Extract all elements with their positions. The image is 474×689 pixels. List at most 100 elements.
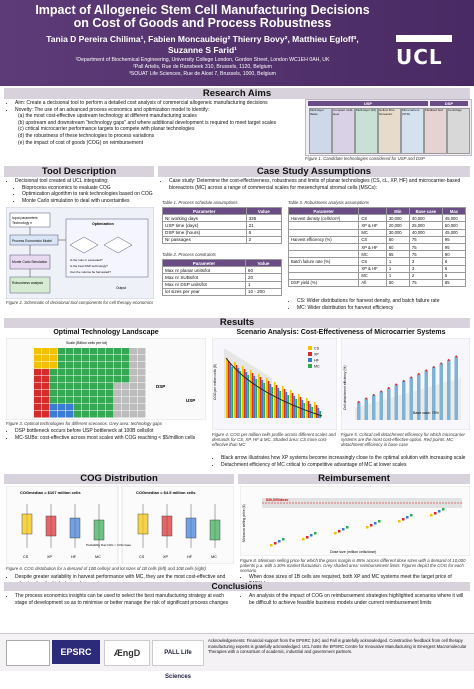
price-threshold-label: $30,000/dose — [266, 498, 288, 502]
table-cell: 95 — [441, 235, 467, 244]
table-cell: 85 — [441, 278, 467, 288]
landscape-cell — [98, 369, 106, 376]
table-cell: 50,000 — [441, 221, 467, 230]
boxplot-label: HF — [187, 555, 193, 559]
reimbursement-point — [274, 542, 277, 545]
landscape-cell — [66, 390, 74, 397]
table-header: Value — [245, 206, 283, 216]
table-cell: MC — [358, 271, 387, 280]
fig5-y-axis: Cell detachment efficiency (%) — [343, 366, 347, 410]
landscape-cell — [98, 383, 106, 390]
table-cell: Nr working days — [162, 214, 247, 223]
cog-bar — [261, 380, 264, 418]
table-row: Max nr SUBs/lot 20 — [162, 273, 283, 282]
conclusions-right: An analysis of the impact of COG on reim… — [240, 593, 470, 606]
reimbursement-point — [338, 530, 341, 533]
landscape-cell — [138, 397, 146, 404]
cog-distribution-chart: COGmedian = $107 million cells COGmedian… — [6, 486, 234, 564]
landscape-cell — [106, 348, 114, 355]
legend-label: MC — [314, 365, 320, 369]
landscape-cell — [90, 348, 98, 355]
landscape-cell — [122, 369, 130, 376]
landscape-cell — [42, 397, 50, 404]
table-cell: All — [358, 278, 387, 288]
boxplot-label: HF — [71, 555, 77, 559]
cog-bar — [266, 378, 268, 418]
landscape-cell — [66, 355, 74, 362]
case-study-note: MC: Wider distribution for harvest effic… — [297, 305, 466, 312]
reimbursement-x-axis: Dose size (million cells/dose) — [330, 550, 376, 554]
table-cell: 3 — [408, 264, 443, 273]
landscape-cell — [122, 348, 130, 355]
detachment-bar — [387, 388, 391, 420]
cog-bar — [295, 399, 297, 418]
cog-bar — [227, 361, 230, 418]
cog-bar — [237, 368, 240, 418]
table-header: Parameter — [287, 206, 360, 216]
cog-bar — [255, 379, 257, 418]
landscape-cell — [42, 369, 50, 376]
reimbursement-title: Reimbursement — [238, 474, 470, 484]
cog-bar — [250, 370, 252, 418]
conclusion-item: The process economics insights can be us… — [15, 593, 234, 606]
table-row: MC 1 2 5 — [287, 271, 467, 280]
reimbursement-point — [374, 522, 377, 525]
table-cell: MC — [358, 250, 387, 259]
landscape-cell — [130, 404, 138, 411]
figure-6-caption: Figure 6. COG distribution for a demand … — [6, 566, 206, 571]
detachment-bar — [424, 370, 428, 420]
reimbursement-point — [314, 532, 317, 535]
reimbursement-point — [430, 514, 433, 517]
table-cell — [287, 221, 360, 230]
landscape-cell — [138, 369, 146, 376]
landscape-cell — [34, 376, 42, 383]
table-cell: DSP yield (%) — [287, 278, 360, 288]
authors-line-1: Tania D Pereira Chilima¹, Fabien Moncaub… — [46, 34, 359, 44]
landscape-cell — [122, 376, 130, 383]
landscape-cell — [34, 404, 42, 411]
landscape-cell — [34, 390, 42, 397]
cog-bar — [309, 404, 312, 418]
landscape-cell — [138, 376, 146, 383]
table-header: Parameter — [162, 258, 246, 268]
base-case-point — [410, 376, 413, 379]
landscape-cell — [130, 383, 138, 390]
cog-bar — [251, 373, 254, 418]
table-cell: 6 — [441, 264, 467, 273]
figure-4-caption: Figure 4. COG per million cells profile … — [212, 432, 336, 447]
landscape-cell — [34, 383, 42, 390]
table-row: Harvest efficiency (%) CS 60 75 95 — [287, 235, 467, 244]
table-cell: MC — [358, 228, 387, 237]
landscape-cell — [138, 362, 146, 369]
scenario-bullet: Black arrow illustrates how XP systems b… — [221, 455, 470, 462]
poster: Impact of Allogeneic Stem Cell Manufactu… — [0, 0, 474, 670]
cog-bar — [259, 377, 262, 418]
diagram-label-output: Output — [116, 286, 126, 290]
table-row: Max nr DSP units/lot 1 — [162, 280, 283, 289]
boxplot-box — [21, 513, 33, 535]
landscape-cell — [114, 411, 122, 418]
table-cell: 21 — [245, 221, 283, 230]
table-row: USP time (days) 21 — [162, 221, 283, 230]
landscape-cell — [58, 404, 66, 411]
detachment-bar — [432, 367, 436, 420]
landscape-usp-label: USP — [186, 398, 195, 403]
table-robustness: Parameter Min Base case Max Harvest density… — [287, 206, 467, 288]
table-cell: CS — [358, 257, 387, 266]
probability-note: Probability that COG > COG base — [86, 543, 131, 547]
affiliation-1: ¹Department of Biochemical Engineering, … — [75, 57, 330, 63]
landscape-cell — [42, 383, 50, 390]
case-study-description: Case study: Determine the cost-effective… — [169, 178, 468, 191]
footer: EPSRC ÆngD PALL Life Sciences Acknowledg… — [0, 633, 474, 680]
table-cell: XP & HF — [358, 221, 387, 230]
reimbursement-points — [270, 508, 445, 547]
landscape-cell — [114, 397, 122, 404]
results-title: Results — [4, 318, 470, 328]
landscape-cell — [122, 390, 130, 397]
cog-bar — [269, 384, 272, 418]
boxplot-label: CS — [139, 555, 145, 559]
detachment-efficiency-chart: Base case: 75% Cell detachment efficienc… — [341, 338, 470, 430]
landscape-cell — [130, 397, 138, 404]
landscape-cell — [90, 404, 98, 411]
landscape-cell — [34, 369, 42, 376]
